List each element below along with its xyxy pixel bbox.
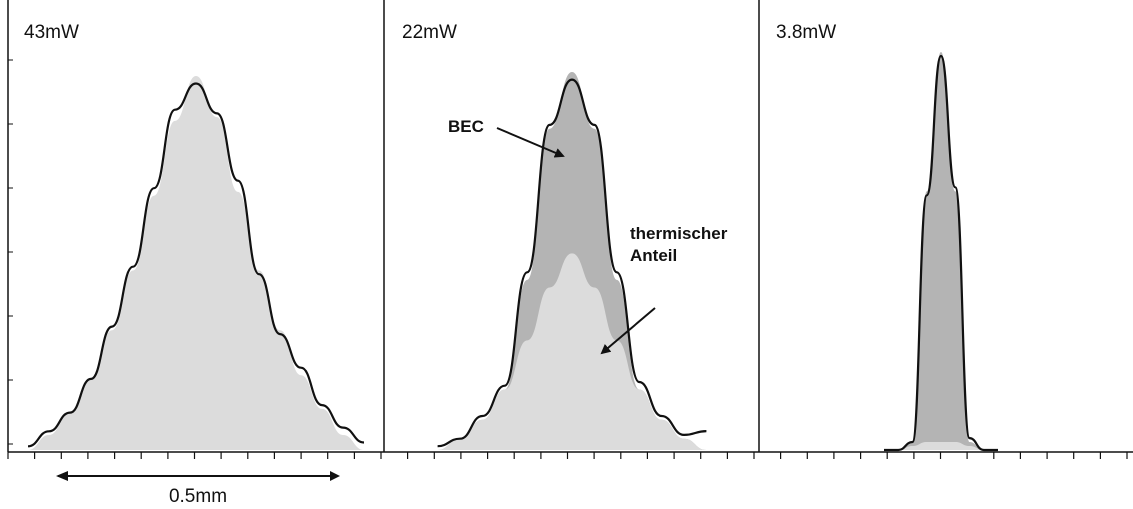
series-thermal-fit <box>884 442 998 450</box>
plot-area-22mw <box>437 72 707 450</box>
bec-annotation: BEC <box>448 117 484 136</box>
bec-arrow <box>496 127 565 158</box>
panel-label-22mw: 22mW <box>402 22 457 43</box>
panel-43mw: 43mW <box>24 22 365 450</box>
series-thermal-fit <box>437 253 707 450</box>
thermal-annotation-line1: thermischer <box>630 224 728 243</box>
series-measured-profile <box>883 54 998 452</box>
scale-bar-label: 0.5mm <box>169 486 227 507</box>
series-thermal-fit <box>28 76 364 450</box>
plot-area-3-8mw <box>883 52 998 452</box>
panel-label-3-8mw: 3.8mW <box>776 22 836 43</box>
series-bec-fit <box>884 52 998 450</box>
thermal-arrow <box>600 307 656 355</box>
scale-bar: 0.5mm <box>56 471 340 507</box>
plot-area-43mw <box>27 76 365 450</box>
chart-frame <box>7 0 1133 459</box>
x-axis-ticks <box>7 59 1128 459</box>
series-measured-profile <box>437 78 707 448</box>
panel-22mw: 22mW BEC thermischer Anteil <box>402 22 728 450</box>
series-measured-profile <box>27 82 365 448</box>
panel-label-43mw: 43mW <box>24 22 79 43</box>
thermal-annotation-line2: Anteil <box>630 246 677 265</box>
panel-3-8mw: 3.8mW <box>776 22 998 452</box>
